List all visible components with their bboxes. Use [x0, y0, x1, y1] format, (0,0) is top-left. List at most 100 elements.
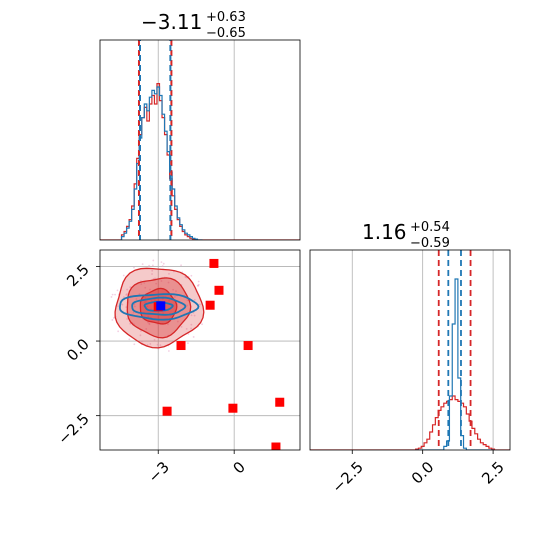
sample-point [167, 323, 169, 326]
truth-marker-red [243, 341, 253, 351]
sample-point [126, 288, 129, 291]
sample-point [167, 281, 170, 284]
sample-point [199, 303, 201, 306]
sample-point [135, 298, 138, 300]
sample-point [139, 334, 142, 337]
sample-point [192, 336, 195, 338]
sample-point [162, 262, 165, 265]
sample-point [128, 338, 131, 341]
sample-point [153, 338, 156, 341]
sample-point [113, 317, 115, 319]
param1-title-upper: +0.63 [206, 10, 246, 25]
axes-frame [99, 249, 301, 451]
x-tick-label: 2.5 [478, 458, 508, 488]
truth-marker-red [228, 403, 238, 413]
sample-point [145, 301, 147, 303]
sample-point [132, 311, 135, 314]
sample-point [126, 318, 129, 320]
sample-point [111, 293, 114, 296]
sample-point [168, 272, 170, 275]
sample-point [197, 280, 200, 283]
sample-point [151, 273, 153, 275]
contours-and-points [110, 258, 285, 450]
marginal-hist-param1: −3.11 +0.63 −0.65 [99, 10, 301, 241]
sample-point [141, 340, 143, 343]
histogram-red-series [100, 83, 300, 240]
sample-point [148, 323, 151, 326]
sample-point [114, 293, 116, 296]
sample-point [190, 274, 193, 277]
sample-point [151, 269, 154, 272]
sample-point [160, 261, 163, 263]
sample-point [193, 299, 196, 301]
grid [157, 40, 235, 240]
sample-point [176, 320, 179, 323]
sample-point [154, 277, 156, 280]
y-ticks: −2.5 0.0 2.5 [54, 261, 100, 448]
x-tick-label: 0.0 [408, 458, 438, 488]
sample-point [122, 296, 125, 299]
sample-point [160, 280, 163, 282]
y-tick-label: −2.5 [54, 410, 92, 448]
sample-point [152, 259, 155, 262]
sample-point [168, 299, 171, 302]
sample-point [129, 286, 132, 288]
truth-marker-red [275, 397, 285, 407]
sample-point [116, 289, 119, 292]
sample-point [147, 315, 150, 318]
truth-marker-red [214, 285, 224, 295]
sample-point [129, 322, 132, 325]
center-marker-blue [156, 301, 166, 311]
x-ticks: −3 0 [145, 450, 249, 486]
sample-point [117, 330, 120, 333]
sample-point [190, 323, 193, 326]
sample-point [190, 327, 193, 330]
sample-point [133, 303, 136, 306]
sample-point [133, 266, 135, 269]
sample-point [175, 290, 177, 293]
truth-marker-red [209, 258, 219, 268]
density-contour-blue [131, 296, 187, 316]
sample-point [156, 343, 159, 346]
sample-point [197, 285, 199, 287]
marginal-hist-param2: 1.16 +0.54 −0.59 −2.5 0.0 2.5 [309, 220, 511, 497]
sample-point [110, 296, 113, 298]
sample-point [126, 293, 128, 295]
sample-point [187, 342, 189, 344]
histogram-red-series [310, 395, 510, 450]
param1-title-lower: −0.65 [206, 26, 246, 41]
grid [351, 250, 494, 450]
axes-frame [99, 39, 301, 241]
sample-point [155, 282, 158, 285]
x-tick-label: −2.5 [329, 458, 367, 496]
sample-point [162, 312, 164, 315]
sample-point [149, 288, 151, 291]
sample-point [134, 305, 136, 308]
sample-point [147, 321, 149, 324]
sample-point [180, 264, 182, 267]
sample-point [149, 343, 152, 345]
y-tick-label: 2.5 [63, 261, 93, 291]
density-contour-blue [118, 293, 200, 321]
histogram-blue-series [120, 86, 203, 240]
axes-frame [309, 249, 511, 451]
sample-point [125, 306, 128, 309]
param1-title-value: −3.11 [141, 10, 202, 34]
sample-point [111, 319, 114, 321]
sample-point [172, 288, 175, 291]
x-tick-label: 0 [229, 458, 248, 477]
sample-point [167, 350, 170, 352]
sample-point [144, 286, 147, 289]
sample-point [161, 265, 164, 267]
sample-point [151, 264, 154, 267]
sample-point [122, 274, 125, 277]
truth-marker-red [271, 442, 281, 450]
sample-point [190, 314, 193, 317]
sample-point [140, 330, 142, 332]
sample-point [140, 283, 143, 286]
sample-point [146, 305, 149, 308]
truth-marker-red [162, 406, 172, 416]
sample-point [180, 325, 183, 328]
sample-point [174, 296, 176, 298]
